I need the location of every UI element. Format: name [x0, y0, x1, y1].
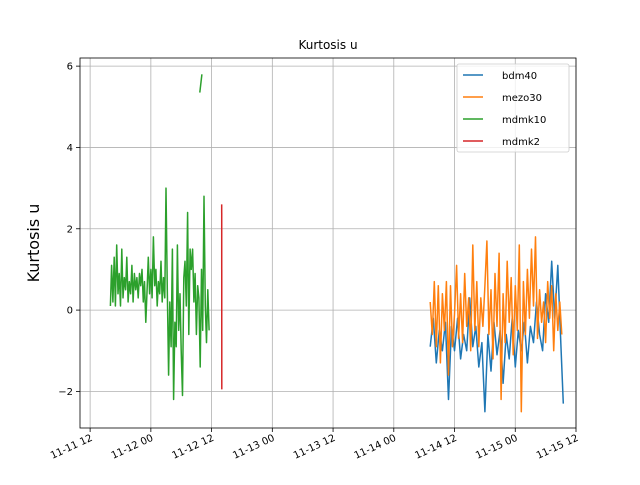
legend-label: mdmk2 [502, 137, 540, 148]
chart-title: Kurtosis u [298, 38, 357, 52]
legend-label: mezo30 [502, 93, 542, 104]
legend-label: bdm40 [502, 71, 537, 82]
y-tick-label: 2 [67, 224, 73, 235]
y-axis-label: Kurtosis u [24, 204, 43, 283]
y-tick-label: 6 [67, 62, 73, 73]
y-tick-label: −2 [58, 387, 73, 398]
legend: bdm40 mezo30 mdmk10 mdmk2 [457, 64, 569, 152]
y-tick-label: 4 [67, 143, 73, 154]
legend-label: mdmk10 [502, 115, 546, 126]
y-tick-label: 0 [67, 306, 73, 317]
